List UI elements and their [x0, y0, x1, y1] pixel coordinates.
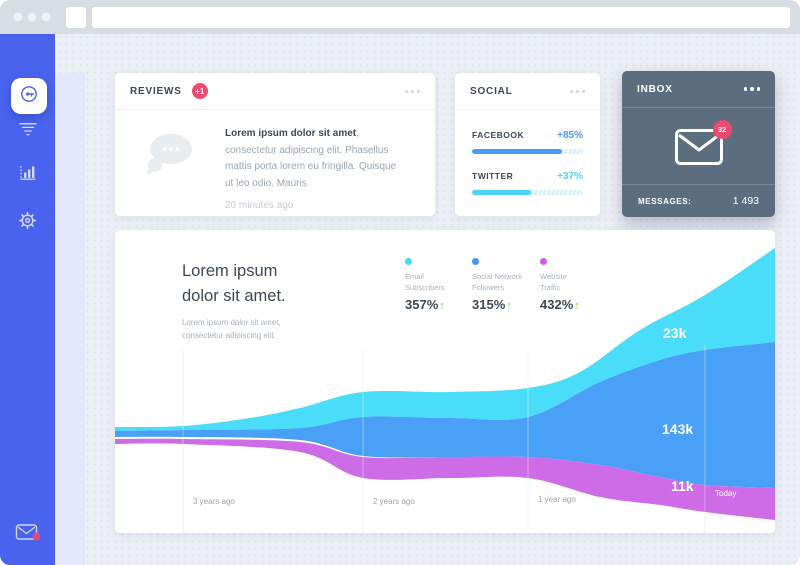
app-background: REVIEWS +1 Lorem ipsum dolor s	[0, 34, 800, 565]
window-control-dot[interactable]	[13, 12, 23, 22]
speech-bubble-icon	[145, 126, 192, 211]
window-control-dot[interactable]	[41, 12, 51, 22]
sidebar-item-mail[interactable]	[0, 522, 55, 547]
inbox-title: INBOX	[637, 83, 673, 95]
twitter-progress-bar	[472, 190, 583, 195]
ellipsis-menu-icon[interactable]	[743, 87, 760, 91]
twitter-growth-value: +37%	[557, 171, 583, 182]
social-card: SOCIAL FACEBOOK +85% TWITTER +37%	[455, 73, 600, 216]
twitter-progress-fill	[472, 190, 531, 195]
sidebar-item-analytics[interactable]	[0, 164, 55, 186]
review-content: Lorem ipsum dolor sit amet, consectetur …	[225, 126, 403, 211]
inbox-envelope[interactable]: 32	[674, 120, 732, 165]
stream-area-2	[115, 438, 775, 520]
up-arrow-icon: ↑	[506, 300, 512, 312]
window-controls	[13, 12, 51, 22]
twitter-label: TWITTER	[472, 171, 514, 181]
legend-label: Website Traffic	[540, 272, 567, 292]
sidebar-item-dashboard[interactable]	[11, 78, 47, 114]
legend-value: 315%↑	[472, 297, 512, 312]
reviews-count-badge: +1	[191, 83, 208, 99]
facebook-label: FACEBOOK	[472, 130, 525, 140]
messages-label: MESSAGES:	[638, 196, 692, 206]
review-timestamp: 20 minutes ago	[225, 200, 294, 211]
gauge-icon	[20, 85, 38, 108]
legend-dot-blue	[472, 258, 479, 265]
ellipsis-menu-icon[interactable]	[570, 89, 585, 93]
series-value-label: 143k	[662, 421, 694, 437]
reviews-title: REVIEWS	[130, 85, 182, 97]
chart-subtitle: Lorem ipsum dolor sit amet, consectetur …	[182, 318, 281, 340]
x-axis-label: 1 year ago	[538, 495, 576, 504]
legend-label: Email Subscribers	[405, 272, 445, 292]
address-bar[interactable]	[92, 7, 790, 28]
reviews-card: REVIEWS +1 Lorem ipsum dolor s	[115, 73, 435, 216]
browser-tab[interactable]	[66, 7, 86, 28]
stream-chart[interactable]	[115, 230, 775, 533]
legend-email-subscribers: Email Subscribers 357%↑	[405, 258, 469, 312]
legend-label: Social Network Followers	[472, 272, 523, 292]
x-axis-label: Today	[715, 489, 737, 498]
inbox-card: INBOX 32 MESSAGES: 1 493	[622, 71, 775, 217]
series-value-label: 11k	[671, 478, 694, 494]
envelope-icon	[674, 129, 723, 169]
legend-dot-cyan	[405, 258, 412, 265]
filter-icon	[18, 122, 38, 142]
inbox-card-header: INBOX	[622, 71, 775, 108]
mail-icon	[15, 522, 41, 547]
x-axis-label: 2 years ago	[373, 497, 415, 506]
series-value-label: 23k	[663, 325, 687, 341]
facebook-progress-fill	[472, 149, 562, 154]
facebook-progress-bar	[472, 149, 583, 154]
review-text: Lorem ipsum dolor sit amet, consectetur …	[225, 128, 397, 189]
gear-icon	[18, 211, 37, 235]
social-title: SOCIAL	[470, 85, 513, 97]
up-arrow-icon: ↑	[439, 300, 445, 312]
browser-chrome	[0, 0, 800, 34]
unread-count-badge: 32	[712, 120, 732, 139]
social-card-header: SOCIAL	[455, 73, 600, 110]
sidebar-secondary-strip	[55, 73, 85, 565]
stream-area-0	[115, 248, 775, 431]
sidebar-item-settings[interactable]	[0, 211, 55, 235]
legend-social-network-followers: Social Network Followers 315%↑	[472, 258, 536, 312]
messages-count: 1 493	[732, 195, 759, 207]
sidebar	[0, 34, 55, 565]
social-stats: FACEBOOK +85% TWITTER +37%	[455, 110, 600, 195]
legend-website-traffic: Website Traffic 432%↑	[540, 258, 604, 312]
reviews-card-header: REVIEWS +1	[115, 73, 435, 110]
sidebar-item-filter[interactable]	[0, 122, 55, 142]
inbox-footer: MESSAGES: 1 493	[622, 184, 775, 217]
ellipsis-menu-icon[interactable]	[405, 89, 420, 93]
legend-value: 432%↑	[540, 297, 580, 312]
x-axis-label: 3 years ago	[193, 497, 235, 506]
facebook-growth-value: +85%	[557, 130, 583, 141]
notification-dot	[32, 532, 40, 541]
legend-dot-magenta	[540, 258, 547, 265]
up-arrow-icon: ↑	[574, 300, 580, 312]
facebook-row: FACEBOOK +85%	[472, 130, 583, 154]
legend-value: 357%↑	[405, 297, 445, 312]
twitter-row: TWITTER +37%	[472, 171, 583, 195]
chart-card: Lorem ipsum dolor sit amet. Lorem ipsum …	[115, 230, 775, 533]
review-item[interactable]: Lorem ipsum dolor sit amet, consectetur …	[115, 110, 435, 211]
bar-chart-icon	[19, 164, 37, 186]
stream-area-1	[115, 342, 775, 488]
chart-title: Lorem ipsum dolor sit amet.	[182, 262, 286, 305]
window-control-dot[interactable]	[27, 12, 37, 22]
